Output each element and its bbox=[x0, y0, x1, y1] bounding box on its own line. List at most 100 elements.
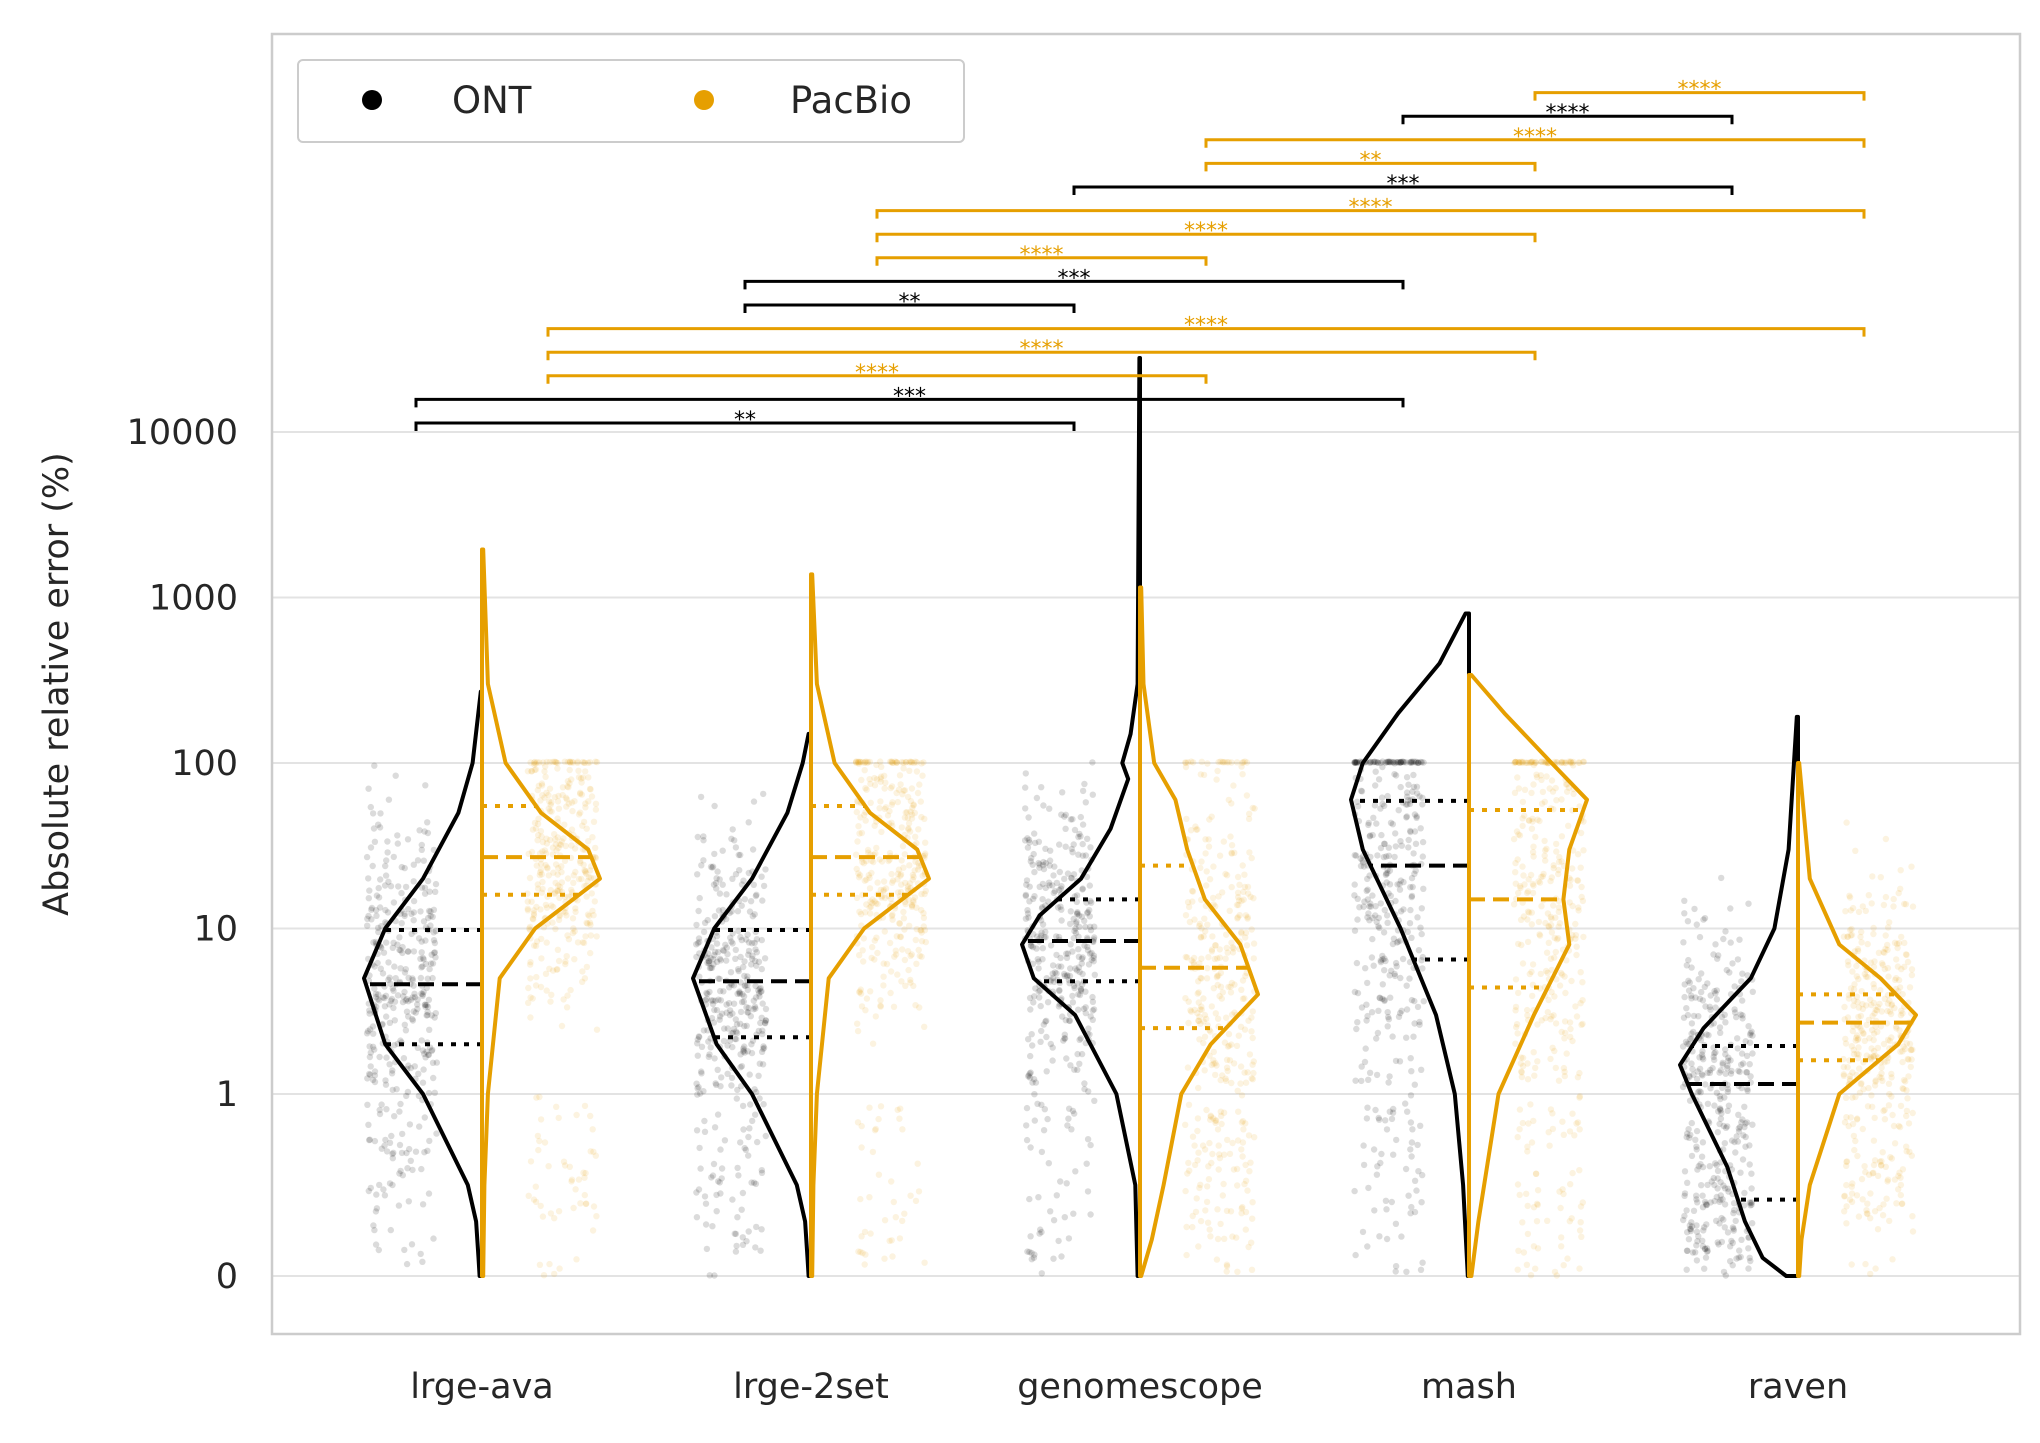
significance-label: ** bbox=[899, 290, 921, 315]
data-point bbox=[1576, 1167, 1583, 1174]
data-point bbox=[385, 976, 392, 983]
data-point bbox=[582, 768, 589, 775]
data-point bbox=[737, 933, 744, 941]
data-point bbox=[1223, 1207, 1231, 1215]
data-point bbox=[864, 846, 872, 854]
data-point bbox=[1870, 980, 1877, 988]
data-point bbox=[1409, 758, 1416, 766]
data-point bbox=[734, 1214, 741, 1221]
data-point bbox=[1721, 1224, 1729, 1231]
data-point bbox=[534, 1132, 542, 1140]
data-point bbox=[1238, 928, 1245, 936]
data-point bbox=[1746, 1061, 1753, 1068]
data-point bbox=[887, 989, 894, 997]
data-point bbox=[1874, 1003, 1882, 1011]
data-point bbox=[1692, 1249, 1699, 1256]
data-point bbox=[733, 1028, 740, 1035]
data-point bbox=[430, 929, 437, 936]
data-point bbox=[1067, 1062, 1074, 1069]
data-point bbox=[1359, 1228, 1367, 1236]
data-point bbox=[708, 944, 715, 951]
data-point bbox=[1745, 900, 1752, 907]
data-point bbox=[1409, 788, 1416, 795]
data-point bbox=[1533, 1218, 1541, 1225]
data-point bbox=[1213, 1117, 1220, 1124]
data-point bbox=[1059, 789, 1066, 796]
data-point bbox=[1896, 1027, 1903, 1034]
data-point bbox=[1746, 1254, 1753, 1262]
data-point bbox=[1079, 852, 1087, 859]
data-point bbox=[539, 1213, 547, 1220]
data-point bbox=[1679, 1043, 1687, 1050]
data-point bbox=[528, 767, 535, 775]
data-point bbox=[1185, 998, 1192, 1005]
data-point bbox=[1891, 1176, 1899, 1183]
data-point bbox=[1843, 1181, 1850, 1189]
data-point bbox=[547, 998, 554, 1005]
data-point bbox=[1404, 796, 1412, 804]
data-point bbox=[1042, 934, 1049, 941]
data-point bbox=[1681, 1190, 1689, 1197]
data-point bbox=[1567, 758, 1575, 765]
data-point bbox=[1516, 1106, 1524, 1113]
data-point bbox=[1554, 759, 1561, 766]
data-point bbox=[541, 847, 549, 854]
data-point bbox=[1852, 1037, 1860, 1044]
data-point bbox=[421, 1001, 429, 1008]
data-point bbox=[1849, 1120, 1857, 1128]
data-point bbox=[739, 1189, 747, 1197]
data-point bbox=[1895, 1186, 1902, 1193]
data-point bbox=[1527, 759, 1535, 766]
data-point bbox=[1403, 1034, 1410, 1041]
data-point bbox=[1222, 1075, 1229, 1082]
data-point bbox=[1529, 961, 1537, 968]
data-point bbox=[410, 878, 417, 885]
data-point bbox=[572, 908, 579, 916]
data-point bbox=[1418, 1199, 1425, 1206]
data-point bbox=[592, 844, 599, 852]
data-point bbox=[562, 958, 569, 965]
data-point bbox=[908, 815, 916, 822]
data-point bbox=[370, 1030, 377, 1037]
data-point bbox=[1061, 1031, 1069, 1038]
data-point bbox=[738, 1083, 745, 1090]
data-point bbox=[1233, 1042, 1241, 1050]
data-point bbox=[526, 925, 533, 932]
data-point bbox=[1735, 1067, 1742, 1075]
data-point bbox=[1402, 1100, 1409, 1107]
data-point bbox=[1206, 1226, 1213, 1233]
data-point bbox=[1864, 1210, 1871, 1218]
data-point bbox=[1893, 975, 1900, 982]
data-point bbox=[1564, 788, 1571, 795]
data-point bbox=[1848, 1043, 1856, 1050]
data-point bbox=[1212, 1060, 1219, 1067]
data-point bbox=[1053, 970, 1060, 977]
data-point bbox=[1027, 1069, 1034, 1076]
data-point bbox=[1854, 947, 1862, 955]
data-point bbox=[592, 1152, 599, 1159]
data-point bbox=[1569, 902, 1576, 910]
data-point bbox=[1577, 864, 1584, 871]
data-point bbox=[1711, 1181, 1718, 1189]
data-point bbox=[1086, 882, 1094, 889]
data-point bbox=[1741, 1103, 1748, 1111]
data-point bbox=[1681, 981, 1688, 988]
data-point bbox=[1039, 903, 1046, 911]
data-point bbox=[1416, 1018, 1423, 1026]
data-point bbox=[1037, 1002, 1044, 1010]
data-point bbox=[1364, 886, 1371, 893]
data-point bbox=[1402, 759, 1410, 766]
data-point bbox=[753, 891, 760, 898]
data-point bbox=[1547, 921, 1555, 929]
data-point bbox=[867, 898, 874, 905]
data-point bbox=[1569, 1110, 1576, 1117]
significance-label: **** bbox=[1513, 125, 1557, 150]
half-violin-ont bbox=[362, 689, 484, 1278]
data-point bbox=[366, 1043, 373, 1050]
data-point bbox=[577, 809, 584, 816]
significance-bracket bbox=[1204, 161, 1537, 172]
data-point bbox=[408, 910, 415, 917]
data-point bbox=[578, 779, 585, 786]
data-point bbox=[1381, 996, 1388, 1004]
data-point bbox=[1383, 758, 1390, 766]
